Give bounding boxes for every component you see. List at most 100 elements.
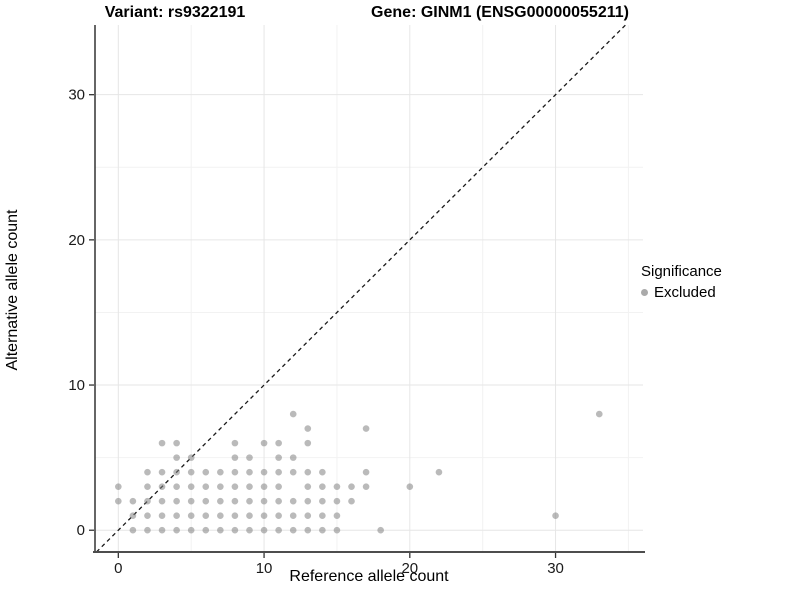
data-point [217, 483, 224, 490]
data-point [144, 468, 151, 476]
data-point [406, 483, 414, 490]
data-point [129, 497, 137, 505]
data-point [304, 468, 312, 476]
data-point [289, 468, 297, 476]
data-point [173, 483, 180, 490]
data-point [304, 483, 312, 490]
y-tick-label: 30 [68, 87, 85, 104]
data-point [246, 526, 253, 534]
data-point [289, 454, 297, 461]
data-point [348, 497, 355, 505]
data-point [275, 512, 282, 520]
data-point [144, 497, 151, 505]
data-point [275, 454, 282, 461]
data-point [246, 483, 253, 490]
data-point [304, 425, 312, 432]
y-tick-label: 10 [68, 377, 85, 394]
data-point [144, 483, 151, 490]
data-point [289, 526, 297, 534]
data-point [115, 497, 122, 505]
data-point [260, 512, 268, 520]
data-point [187, 483, 195, 490]
data-point [173, 497, 180, 505]
data-point [231, 468, 239, 476]
y-tick-label: 20 [68, 232, 85, 249]
data-point [319, 468, 326, 476]
data-point [217, 512, 224, 520]
data-point [129, 512, 137, 520]
data-point [275, 439, 282, 447]
legend: Significance Excluded [641, 263, 799, 301]
data-point [304, 497, 312, 505]
data-point [319, 483, 326, 490]
legend-item-label: Excluded [654, 284, 716, 301]
data-point [158, 497, 166, 505]
data-point [333, 483, 341, 490]
data-point [202, 483, 210, 490]
data-point [217, 526, 224, 534]
x-tick-label: 0 [114, 560, 122, 577]
x-tick-label: 30 [547, 560, 564, 577]
data-point [231, 497, 239, 505]
data-point [187, 497, 195, 505]
legend-item-excluded: Excluded [641, 284, 799, 301]
data-point [217, 468, 224, 476]
data-point [202, 526, 210, 534]
data-point [333, 526, 341, 534]
data-point [260, 439, 268, 447]
legend-point-icon [641, 289, 648, 296]
data-point [173, 512, 180, 520]
data-point [319, 497, 326, 505]
x-tick-label: 20 [401, 560, 418, 577]
data-point [289, 512, 297, 520]
y-tick-label: 0 [77, 522, 85, 539]
data-point [260, 526, 268, 534]
data-point [319, 526, 326, 534]
data-point [158, 512, 166, 520]
data-point [173, 454, 180, 461]
data-point [289, 410, 297, 418]
data-point [231, 454, 239, 461]
data-point [217, 497, 224, 505]
data-point [158, 526, 166, 534]
data-point [275, 526, 282, 534]
data-point [362, 425, 370, 432]
data-point [231, 526, 239, 534]
data-point [202, 497, 210, 505]
data-point [304, 526, 312, 534]
data-point [348, 483, 355, 490]
data-point [304, 439, 312, 447]
data-point [129, 526, 137, 534]
data-point [333, 497, 341, 505]
data-point [187, 468, 195, 476]
data-point [187, 512, 195, 520]
gene-title: Gene: GINM1 (ENSG00000055211) [371, 4, 629, 21]
y-axis-title: Alternative allele count [4, 209, 21, 371]
data-point [275, 483, 282, 490]
data-point [304, 512, 312, 520]
data-point [158, 468, 166, 476]
data-point [246, 454, 253, 461]
x-axis-title: Reference allele count [289, 568, 449, 585]
data-point [173, 468, 180, 476]
data-point [231, 512, 239, 520]
data-point [144, 512, 151, 520]
data-point [231, 439, 239, 447]
data-point [289, 497, 297, 505]
data-point [435, 468, 443, 476]
data-point [187, 526, 195, 534]
legend-title: Significance [641, 263, 722, 280]
data-point [173, 439, 180, 447]
data-point [377, 526, 384, 534]
data-point [202, 512, 210, 520]
data-point [362, 483, 370, 490]
data-point [260, 483, 268, 490]
data-point [333, 512, 341, 520]
variant-title: Variant: rs9322191 [104, 4, 246, 21]
x-tick-label: 10 [256, 560, 273, 577]
data-point [231, 483, 239, 490]
data-point [260, 468, 268, 476]
data-point [144, 526, 151, 534]
